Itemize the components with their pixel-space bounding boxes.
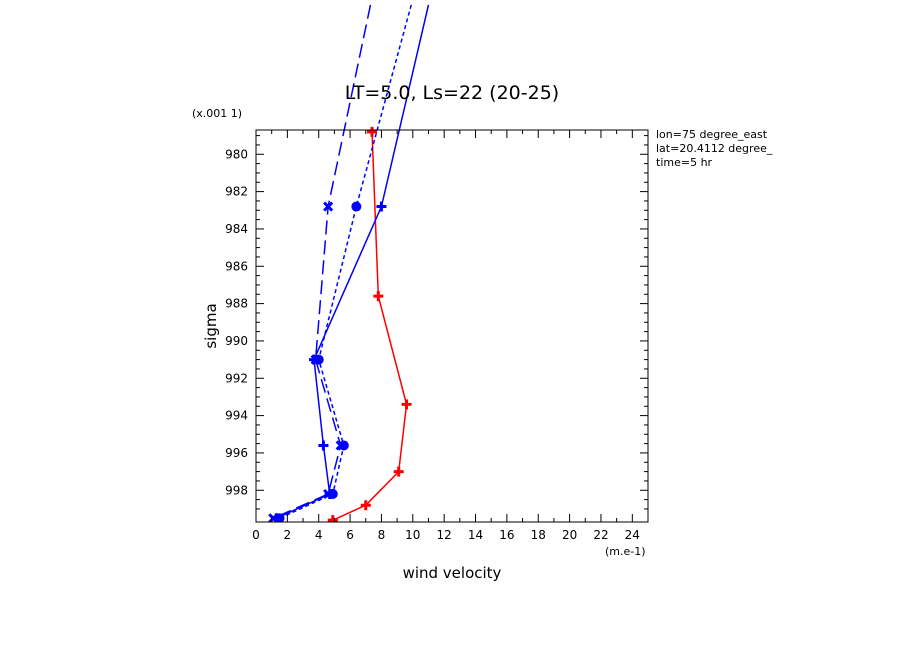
series-3-point <box>268 513 279 522</box>
chart-title: LT=5.0, Ls=22 (20-25) <box>345 82 559 104</box>
y-tick-label: 990 <box>225 334 248 348</box>
series-0-point <box>367 126 378 137</box>
series-0-point <box>327 515 338 522</box>
x-tick-label: 22 <box>593 528 608 542</box>
plot-frame <box>255 129 649 523</box>
x-tick-label: 14 <box>468 528 483 542</box>
y-tick-label: 996 <box>225 446 248 460</box>
series-3-line <box>272 4 372 519</box>
x-tick-label: 20 <box>562 528 577 542</box>
series-3-point <box>310 354 321 365</box>
x-axis-label: wind velocity <box>403 564 502 582</box>
y-tick-label: 998 <box>225 483 248 497</box>
x-scale-note: (m.e-1) <box>605 545 646 558</box>
series-3-point <box>323 488 334 500</box>
y-axis-label: sigma <box>202 303 220 348</box>
x-tick-label: 2 <box>284 528 292 542</box>
y-tick-label: 982 <box>225 185 248 199</box>
series-3-point <box>335 440 346 451</box>
series-0-point <box>373 291 384 302</box>
y-tick-label: 992 <box>225 371 248 385</box>
x-tick-label: 8 <box>378 528 386 542</box>
annotation-lat: lat=20.4112 degree_ <box>656 142 773 155</box>
y-tick-label: 980 <box>225 147 248 161</box>
y-tick-label: 986 <box>225 259 248 273</box>
y-tick-label: 984 <box>225 222 248 236</box>
series-0-point <box>401 399 412 410</box>
x-tick-label: 16 <box>499 528 514 542</box>
series-1-point <box>318 440 329 451</box>
y-scale-note: (x.001 1) <box>192 107 242 120</box>
annotation-lon: lon=75 degree_east <box>656 128 768 141</box>
series-0-point <box>360 500 371 511</box>
series-0-line <box>332 131 408 521</box>
x-tick-label: 24 <box>625 528 640 542</box>
x-tick-label: 0 <box>252 528 260 542</box>
annotation-time: time=5 hr <box>656 156 713 169</box>
series-1-point <box>376 201 387 212</box>
x-tick-label: 18 <box>531 528 546 542</box>
y-tick-label: 994 <box>225 409 248 423</box>
x-tick-label: 6 <box>346 528 354 542</box>
series-2-point <box>351 201 362 212</box>
y-tick-label: 988 <box>225 297 248 311</box>
x-tick-label: 4 <box>315 528 323 542</box>
series-0-point <box>393 466 404 477</box>
x-tick-label: 12 <box>437 528 452 542</box>
x-tick-label: 10 <box>405 528 420 542</box>
series-3-point <box>323 201 334 212</box>
